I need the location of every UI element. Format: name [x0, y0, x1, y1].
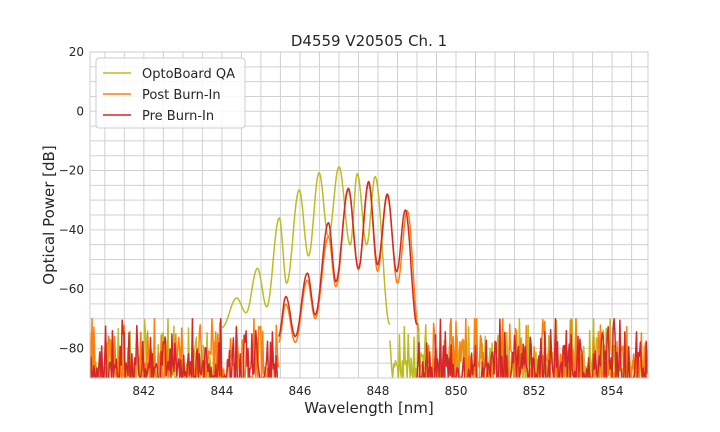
x-tick-label: 852	[523, 384, 546, 398]
plot-frame	[89, 51, 649, 379]
y-tick-label: −80	[59, 341, 84, 355]
legend-label: Pre Burn-In	[142, 109, 214, 124]
y-tick-label: −20	[59, 164, 84, 178]
series-lines	[90, 165, 648, 378]
x-tick-label: 850	[445, 384, 468, 398]
legend-label: OptoBoard QA	[142, 67, 235, 82]
x-tick-labels: 842 844 846 848 850 852 854	[132, 384, 623, 398]
x-tick-label: 846	[288, 384, 311, 398]
y-axis-label: Optical Power [dB]	[40, 145, 58, 284]
x-tick-label: 842	[132, 384, 155, 398]
y-tick-label: 20	[69, 45, 84, 59]
y-tick-label: 0	[76, 104, 84, 118]
y-tick-label: −40	[59, 223, 84, 237]
x-tick-label: 854	[601, 384, 624, 398]
legend-frame	[95, 57, 246, 129]
x-axis-label: Wavelength [nm]	[304, 399, 434, 417]
legend-label: Post Burn-In	[142, 88, 221, 103]
y-tick-label: −60	[59, 282, 84, 296]
y-tick-labels: 20 0 −20 −40 −60 −80	[59, 45, 84, 355]
x-tick-label: 844	[210, 384, 233, 398]
chart-title: D4559 V20505 Ch. 1	[291, 32, 447, 50]
x-tick-label: 848	[367, 384, 390, 398]
legend: OptoBoard QA Post Burn-In Pre Burn-In	[95, 57, 246, 129]
series-line-pre-burn-in	[90, 180, 648, 378]
